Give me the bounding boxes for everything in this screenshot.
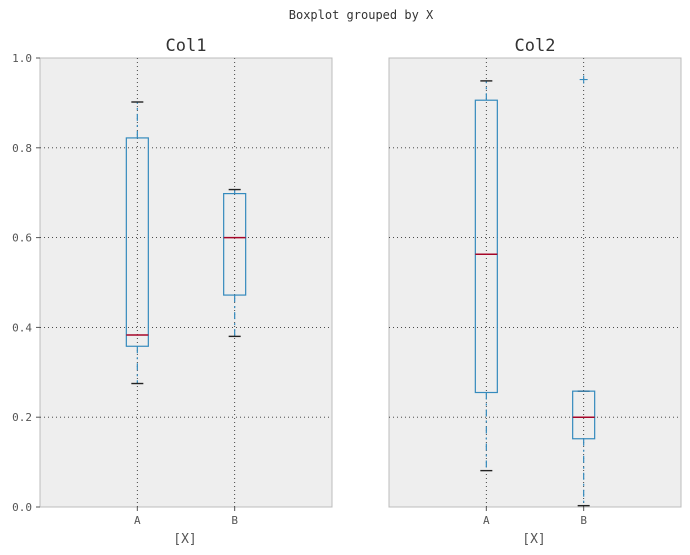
x-tick-label: A — [134, 514, 141, 527]
panel-title: Col1 — [166, 36, 207, 56]
x-tick-label: B — [231, 514, 238, 527]
y-tick-label: 0.4 — [12, 321, 32, 334]
y-tick-label: 0.8 — [12, 142, 32, 155]
panel-title: Col2 — [515, 36, 556, 56]
y-tick-label: 1.0 — [12, 52, 32, 65]
plot-area — [39, 57, 333, 508]
box-a — [474, 80, 498, 472]
figure-title: Boxplot grouped by X — [289, 8, 434, 22]
box-b — [223, 188, 247, 338]
box-a — [125, 101, 149, 385]
iqr-box — [125, 137, 149, 347]
chart-panel-col1: 0.0 0.2 0.4 0.6 0.8 1.0 A B Col1 [X] — [12, 36, 333, 547]
iqr-box — [223, 192, 247, 296]
chart-panel-col2: A B Col2 [X] — [388, 36, 682, 547]
y-tick-label: 0.2 — [12, 411, 32, 424]
y-tick-label: 0.6 — [12, 232, 32, 245]
flier-marker — [579, 75, 588, 84]
box-b — [572, 75, 596, 507]
x-tick-label: B — [580, 514, 587, 527]
x-axis-label: [X] — [173, 532, 196, 547]
iqr-box — [474, 99, 498, 394]
x-tick-label: A — [483, 514, 490, 527]
x-axis-label: [X] — [522, 532, 545, 547]
plot-area — [388, 57, 682, 508]
y-tick-label: 0.0 — [12, 501, 32, 514]
iqr-box — [572, 390, 596, 440]
